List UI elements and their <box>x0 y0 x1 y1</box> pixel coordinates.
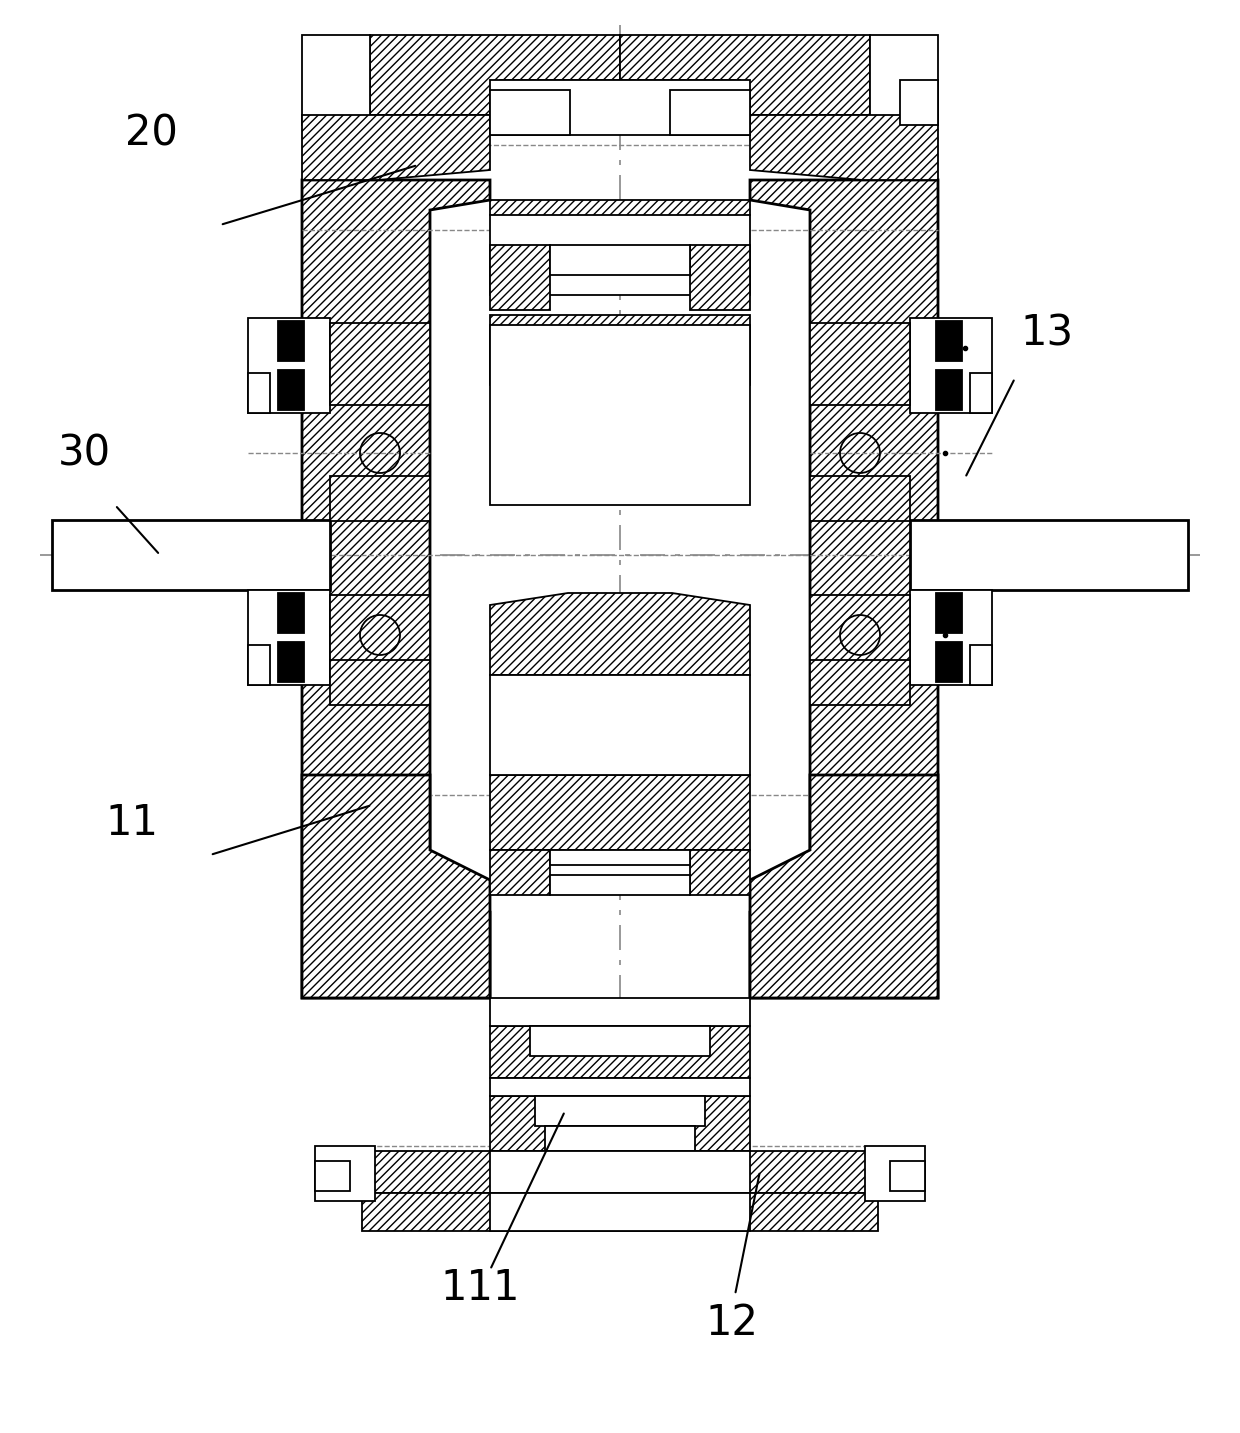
Text: 20: 20 <box>125 112 177 153</box>
Bar <box>248 645 270 685</box>
Polygon shape <box>303 775 490 997</box>
Bar <box>490 80 750 135</box>
Polygon shape <box>620 34 870 115</box>
Polygon shape <box>370 34 620 115</box>
Bar <box>910 590 992 685</box>
Bar <box>670 90 750 135</box>
Bar <box>910 318 992 413</box>
Bar <box>529 1026 711 1056</box>
Bar <box>970 645 992 685</box>
Polygon shape <box>490 593 750 675</box>
Text: 11: 11 <box>105 802 157 844</box>
Bar <box>490 245 551 310</box>
Polygon shape <box>750 115 937 181</box>
Polygon shape <box>303 115 490 181</box>
Bar <box>936 321 962 361</box>
Bar <box>936 593 962 633</box>
Bar <box>330 661 430 705</box>
Bar <box>810 595 910 676</box>
Bar <box>910 520 1188 590</box>
Polygon shape <box>490 775 750 850</box>
Bar <box>970 373 992 413</box>
Bar <box>936 642 962 682</box>
Bar <box>490 850 551 896</box>
Polygon shape <box>303 181 490 997</box>
Bar <box>870 34 937 125</box>
Bar <box>315 1146 374 1201</box>
Bar <box>490 325 750 504</box>
Bar <box>278 321 304 361</box>
Bar <box>490 215 750 295</box>
Bar <box>546 1126 694 1151</box>
Bar <box>490 1096 750 1151</box>
Bar <box>52 520 330 590</box>
Bar <box>490 997 750 1026</box>
Bar <box>330 476 430 522</box>
Polygon shape <box>490 315 750 396</box>
Bar <box>490 90 570 135</box>
Bar <box>551 850 689 866</box>
Bar <box>330 322 430 406</box>
Bar <box>810 476 910 522</box>
Text: 111: 111 <box>440 1267 520 1308</box>
Bar <box>303 34 370 125</box>
Bar <box>362 1151 878 1194</box>
Bar <box>890 1161 925 1191</box>
Bar <box>315 1161 350 1191</box>
Bar <box>810 661 910 705</box>
Bar <box>810 322 910 406</box>
Bar <box>490 1078 750 1096</box>
Bar <box>490 1151 750 1194</box>
Bar <box>278 370 304 410</box>
Polygon shape <box>490 201 750 245</box>
Bar <box>248 318 330 413</box>
Polygon shape <box>750 181 937 997</box>
Text: 12: 12 <box>706 1303 758 1344</box>
Text: 30: 30 <box>58 431 112 474</box>
Polygon shape <box>750 775 937 997</box>
Bar <box>689 245 750 310</box>
Bar <box>362 1194 878 1231</box>
Bar <box>490 1026 750 1078</box>
Bar <box>278 593 304 633</box>
Bar <box>936 370 962 410</box>
Bar <box>689 850 750 896</box>
Bar <box>551 876 689 896</box>
Bar <box>900 80 937 125</box>
Text: 13: 13 <box>1021 312 1073 354</box>
Bar <box>866 1146 925 1201</box>
Bar <box>534 1096 706 1126</box>
Bar <box>490 675 750 775</box>
Bar <box>248 590 330 685</box>
Bar <box>490 1194 750 1231</box>
Bar <box>248 373 270 413</box>
Bar <box>551 245 689 275</box>
Bar <box>278 642 304 682</box>
Bar <box>330 595 430 676</box>
